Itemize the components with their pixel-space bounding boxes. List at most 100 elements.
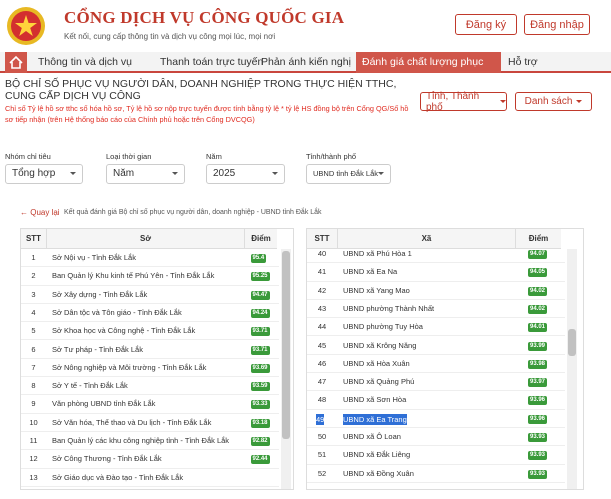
table-row[interactable]: 6 Sở Tư pháp - Tỉnh Đắk Lắk 93.71 (21, 341, 279, 359)
table-row[interactable]: 4 Sở Dân tộc và Tôn giáo - Tỉnh Đắk Lắk 94… (21, 304, 279, 323)
name-cell: UBND xã Ea Na (343, 267, 398, 277)
table-row[interactable]: 12 Sở Công Thương - Tỉnh Đắk Lắk 92.44 (21, 450, 279, 469)
nav-item[interactable]: Thông tin và dịch vụ (38, 56, 132, 68)
table-row[interactable]: 43 UBND phường Thành Nhất 94.02 (307, 300, 565, 319)
table-row[interactable]: 10 Sở Văn hóa, Thể thao và Du lịch - Tỉnh… (21, 414, 279, 432)
score-badge: 92.44 (250, 455, 270, 465)
back-text: Quay lại (30, 208, 60, 217)
name-cell: Sở Công Thương - Tỉnh Đắk Lắk (52, 454, 162, 464)
nav-bar: Thông tin và dịch vụ Thanh toán trực tuy… (0, 52, 611, 89)
filter-select[interactable]: UBND tỉnh Đắk Lắk (306, 164, 391, 184)
table-row[interactable]: 40 UBND xã Phú Hòa 1 94.07 (307, 249, 565, 264)
stt-cell: 4 (31, 307, 36, 317)
score-badge: 94.05 (528, 268, 548, 278)
dropdown-label: Tỉnh, Thành phố (426, 90, 480, 113)
nav-item-active[interactable]: Đánh giá chất lượng phục vụ (356, 52, 501, 89)
stt-cell: 41 (317, 267, 327, 277)
table-row[interactable]: 44 UBND phường Tuy Hòa 94.01 (307, 318, 565, 337)
table-body: 1 Sở Nội vụ - Tỉnh Đắk Lắk 95.4 2 Ban Quản l… (21, 249, 279, 489)
table-row[interactable]: 13 Sở Giáo dục và Đào tạo - Tỉnh Đắk Lắk (21, 469, 279, 487)
filter-label: Nhóm chỉ tiêu (5, 152, 51, 161)
table-row[interactable]: 41 UBND xã Ea Na 94.05 (307, 263, 565, 282)
stt-cell: 13 (29, 472, 38, 482)
stt-cell: 8 (31, 381, 36, 391)
table-row[interactable]: 51 UBND xã Đắk Liêng 93.93 (307, 446, 565, 465)
table-row[interactable]: 42 UBND xã Yang Mao 94.02 (307, 282, 565, 300)
result-title: Kết quả đánh giá Bộ chỉ số phục vụ người… (64, 209, 322, 216)
stt-cell: 51 (317, 450, 327, 460)
name-cell: UBND xã Sơn Hòa (343, 395, 407, 405)
filter-select[interactable]: Tổng hợp (5, 164, 83, 184)
score-badge: 94.47 (250, 290, 270, 300)
home-icon[interactable] (5, 52, 27, 73)
name-cell: Sở Nông nghiệp và Môi trường - Tỉnh Đắk … (52, 362, 207, 372)
name-cell: Ban Quản lý các khu công nghiệp tỉnh - T… (52, 436, 230, 445)
scrollbar-thumb[interactable] (282, 251, 290, 439)
table-row[interactable]: 48 UBND xã Sơn Hòa 93.96 (307, 391, 565, 410)
nav-item[interactable]: Thanh toán trực tuyến (160, 56, 264, 68)
stt-cell: 2 (31, 271, 36, 281)
nav-item[interactable]: Hỗ trợ (508, 56, 538, 68)
table-row[interactable]: 47 UBND xã Quảng Phú 93.97 (307, 373, 565, 392)
filter-select[interactable]: 2025 (206, 164, 285, 184)
stt-cell: 6 (31, 344, 36, 354)
login-button[interactable]: Đăng nhập (524, 14, 590, 35)
list-dropdown[interactable]: Danh sách (515, 92, 592, 111)
name-cell: Sở Y tế - Tỉnh Đắk Lắk (52, 381, 128, 391)
emblem (7, 7, 45, 45)
filter-label: Năm (206, 152, 222, 161)
name-cell: Sở Nội vụ - Tỉnh Đắk Lắk (52, 253, 136, 262)
column-header: STT (307, 229, 337, 249)
score-badge: 93.93 (528, 469, 548, 479)
score-badge: 93.33 (250, 400, 270, 410)
dropdown-label: Danh sách (524, 96, 573, 107)
score-badge: 95.4 (250, 254, 267, 263)
table-row[interactable]: 45 UBND xã Krông Năng 93.99 (307, 337, 565, 355)
score-badge: 94.02 (528, 304, 548, 314)
filter-select[interactable]: Năm (106, 164, 185, 184)
name-cell: UBND xã Quảng Phú (343, 377, 415, 387)
filter-label: Loại thời gian (106, 152, 152, 161)
back-link[interactable]: ← Quay lại (20, 208, 60, 217)
column-header: Sở (46, 229, 244, 249)
table-body: 40 UBND xã Phú Hòa 1 94.07 41 UBND xã Ea Na 9… (307, 249, 565, 489)
stt-cell: 50 (317, 432, 327, 441)
filter-label: Tỉnh/thành phố (306, 152, 357, 161)
province-dropdown[interactable]: Tỉnh, Thành phố (420, 90, 507, 113)
scrollbar (567, 249, 577, 489)
table-row[interactable]: 3 Sở Xây dựng - Tỉnh Đắk Lắk 94.47 (21, 286, 279, 304)
table-row[interactable]: 11 Ban Quản lý các khu công nghiệp tỉnh -… (21, 432, 279, 451)
scrollbar-thumb[interactable] (568, 329, 576, 356)
name-cell: UBND phường Thành Nhất (343, 303, 435, 313)
name-cell: UBND phường Tuy Hòa (343, 322, 423, 332)
score-badge: 93.93 (528, 433, 548, 442)
stt-cell: 1 (31, 253, 36, 262)
table-row[interactable]: 50 UBND xã Ô Loan 93.93 (307, 428, 565, 447)
table-row[interactable]: 52 UBND xã Đồng Xuân 93.93 (307, 465, 565, 483)
nav-item[interactable]: Phản ánh kiến nghị (261, 56, 351, 68)
table-row[interactable]: 5 Sở Khoa học và Công nghệ - Tỉnh Đắk Lắk… (21, 322, 279, 341)
name-cell: UBND xã Yang Mao (343, 285, 410, 295)
score-badge: 93.97 (528, 378, 548, 388)
table-row[interactable]: 46 UBND xã Hòa Xuân 93.98 (307, 355, 565, 374)
table-row[interactable]: 1 Sở Nội vụ - Tỉnh Đắk Lắk 95.4 (21, 249, 279, 268)
stt-cell: 12 (29, 454, 38, 464)
column-header: STT (21, 229, 46, 249)
table-row[interactable]: 2 Ban Quản lý Khu kinh tế Phú Yên - Tỉnh … (21, 267, 279, 286)
score-badge: 95.25 (250, 272, 270, 282)
name-cell: Sở Giáo dục và Đào tạo - Tỉnh Đắk Lắk (52, 472, 184, 482)
site-subtitle: Kết nối, cung cấp thông tin và dịch vụ c… (64, 32, 276, 41)
score-badge: 93.96 (528, 396, 548, 406)
name-cell: UBND xã Krông Năng (343, 340, 417, 350)
table-row[interactable]: 7 Sở Nông nghiệp và Môi trường - Tỉnh Đắk… (21, 359, 279, 378)
table-row[interactable]: 8 Sở Y tế - Tỉnh Đắk Lắk 93.59 (21, 377, 279, 396)
table-row[interactable]: 9 Văn phòng UBND tỉnh Đắk Lắk 93.33 (21, 395, 279, 414)
table-row[interactable]: 49 UBND xã Ea Trang 93.96 (307, 410, 565, 428)
left-table: 1 Sở Nội vụ - Tỉnh Đắk Lắk 95.4 2 Ban Quản l… (20, 228, 294, 490)
score-badge: 93.18 (250, 418, 270, 428)
register-button[interactable]: Đăng ký (455, 14, 517, 35)
name-cell: UBND xã Hòa Xuân (343, 358, 410, 368)
name-cell: UBND xã Phú Hòa 1 (343, 249, 412, 258)
stt-cell: 47 (317, 377, 327, 387)
